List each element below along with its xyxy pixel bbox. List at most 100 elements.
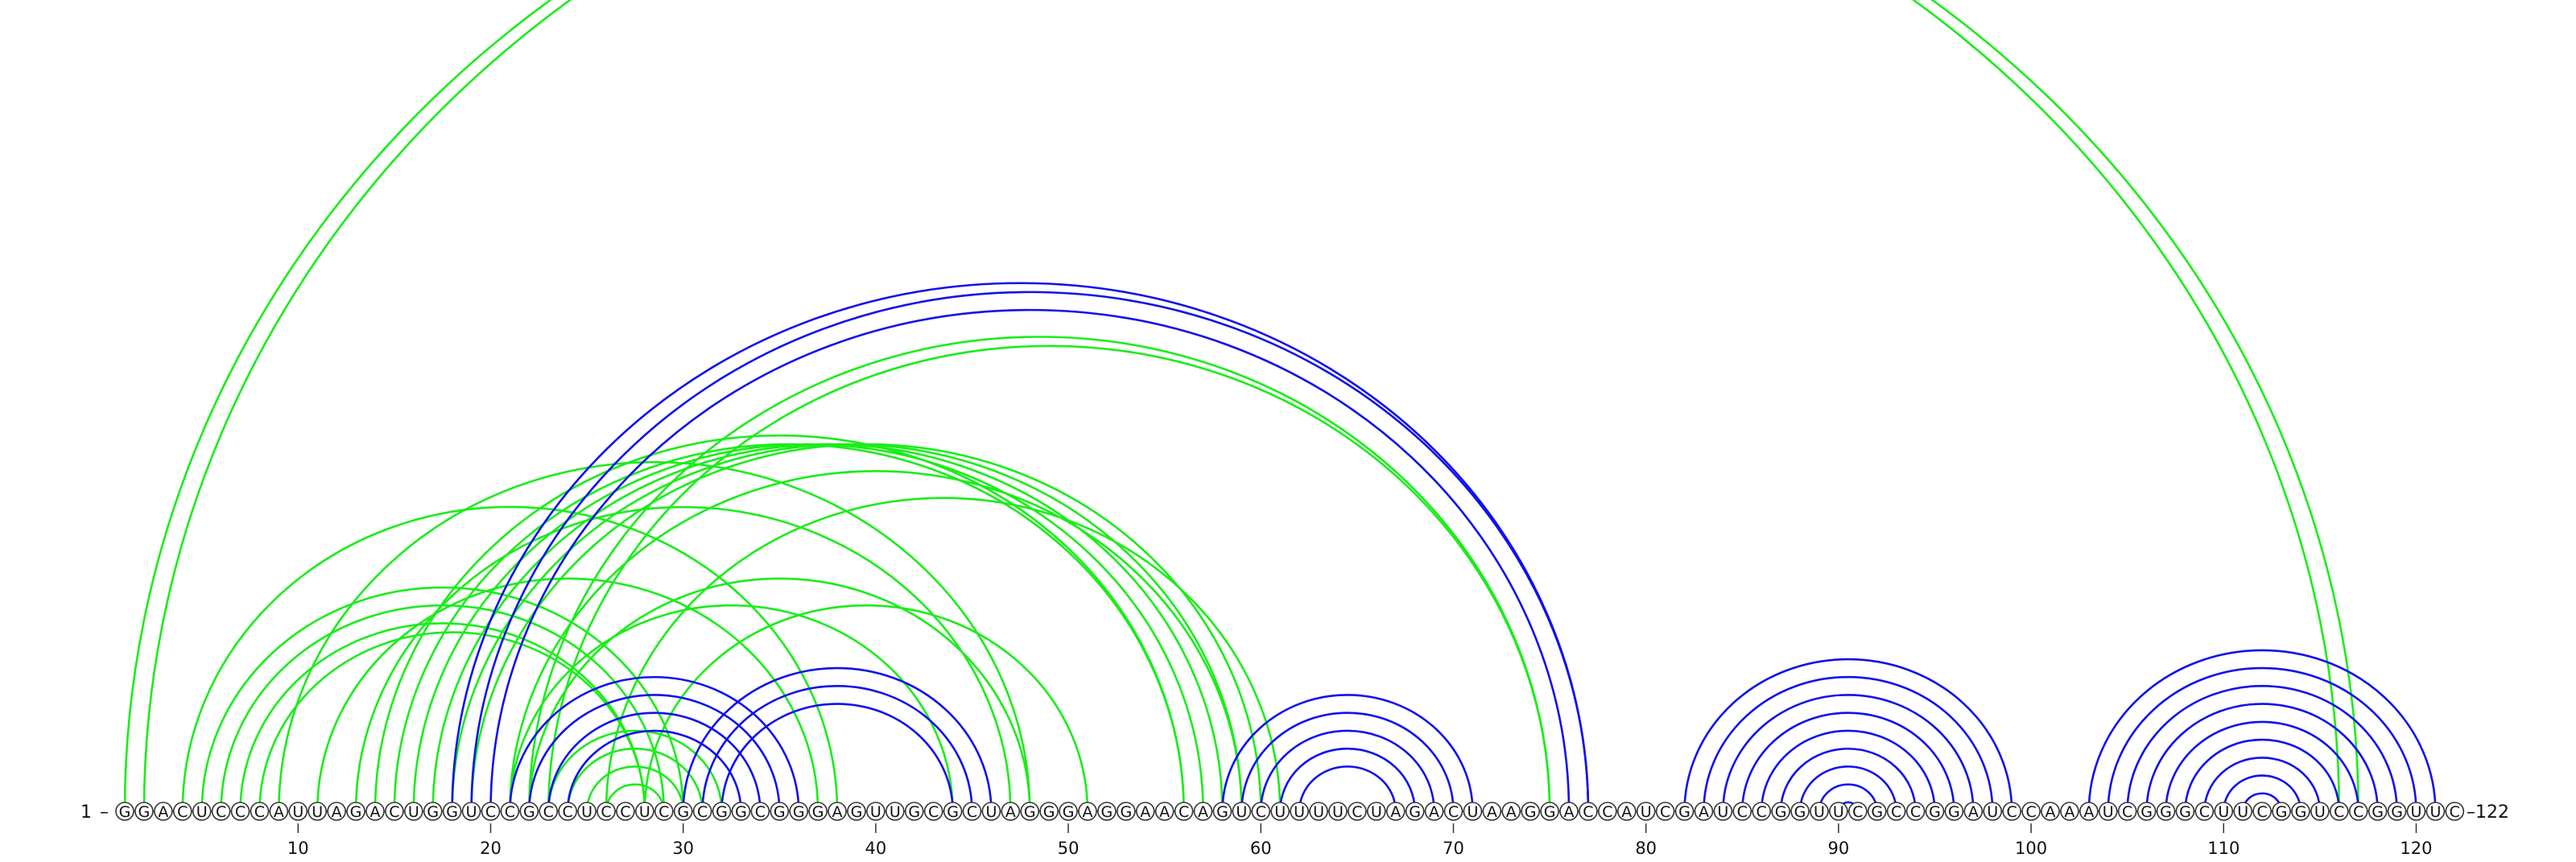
nucleotide-circle	[1983, 802, 2003, 821]
nucleotide-102: A	[2060, 802, 2079, 821]
blue-arc-110-114	[2222, 774, 2302, 812]
nucleotide-16: U	[403, 802, 423, 821]
nucleotide-circle	[250, 802, 270, 821]
nucleotide-circle	[1212, 802, 1232, 821]
nucleotide-letter: C	[563, 803, 573, 821]
nucleotide-119: G	[2387, 802, 2407, 821]
nucleotide-35: G	[770, 802, 790, 821]
nucleotide-circle	[288, 802, 308, 821]
nucleotide-circle	[1944, 802, 1964, 821]
nucleotide-103: A	[2079, 802, 2099, 821]
nucleotide-letter: G	[812, 803, 824, 821]
nucleotide-circle	[2117, 802, 2137, 821]
nucleotide-letter: U	[1717, 803, 1728, 821]
nucleotide-letter: G	[350, 803, 362, 821]
nucleotide-112: C	[2252, 802, 2272, 821]
nucleotide-50: G	[1059, 802, 1078, 821]
tick-label-110: 110	[2207, 839, 2240, 858]
nucleotide-93: C	[1886, 802, 1906, 821]
nucleotide-38: A	[828, 802, 847, 821]
nucleotide-circle	[1193, 802, 1213, 821]
blue-arc-18-77	[451, 282, 1590, 812]
nucleotide-circle	[1598, 802, 1617, 821]
nucleotide-55: A	[1154, 802, 1174, 821]
nucleotide-letter: C	[235, 803, 246, 821]
nucleotide-7: C	[230, 802, 250, 821]
nucleotide-circle	[461, 802, 481, 821]
nucleotide-circle	[1886, 802, 1906, 821]
blue-arc-20-76	[489, 308, 1571, 812]
nucleotide-45: C	[962, 802, 982, 821]
nucleotide-120: U	[2406, 802, 2426, 821]
nucleotide-letter: U	[312, 803, 323, 821]
end-label-value: 122	[2475, 802, 2509, 823]
nucleotide-circle	[1925, 802, 1945, 821]
nucleotide-circle	[2156, 802, 2176, 821]
nucleotide-22: G	[519, 802, 539, 821]
nucleotide-circle	[154, 802, 173, 821]
nucleotide-circle	[2233, 802, 2252, 821]
nucleotide-circle	[1154, 802, 1174, 821]
blue-arc-61-68	[1278, 747, 1416, 812]
nucleotide-41: U	[886, 802, 905, 821]
nucleotide-circle	[692, 802, 712, 821]
blue-arc-88-93	[1798, 765, 1897, 812]
blue-arc-60-69	[1259, 729, 1435, 812]
nucleotide-75: G	[1540, 802, 1559, 821]
nucleotide-circle	[2136, 802, 2157, 821]
blue-arc-24-33	[566, 729, 742, 812]
nucleotide-91: C	[1848, 802, 1868, 821]
nucleotide-39: G	[847, 802, 866, 821]
nucleotide-letter: A	[832, 803, 843, 821]
start-dash: –	[100, 802, 109, 823]
nucleotide-36: G	[789, 802, 809, 821]
nucleotide-letter: C	[2334, 803, 2344, 821]
nucleotide-circle	[731, 802, 751, 821]
nucleotide-letter: C	[2450, 803, 2460, 821]
tick-label-90: 90	[1828, 839, 1850, 858]
nucleotide-circle	[269, 802, 289, 821]
blue-arc-87-94	[1779, 747, 1917, 812]
nucleotide-circle	[1328, 802, 1348, 821]
nucleotide-64: U	[1328, 802, 1348, 821]
nucleotide-letter: C	[928, 803, 939, 821]
nucleotide-circle	[2079, 802, 2099, 821]
nucleotide-circle	[2021, 802, 2041, 821]
green-arc-8-28	[258, 631, 646, 812]
nucleotide-65: C	[1348, 802, 1367, 821]
nucleotide-1: G	[115, 802, 134, 821]
nucleotide-circle	[1348, 802, 1367, 821]
nucleotide-letter: A	[1083, 803, 1093, 821]
nucleotide-letter: C	[485, 803, 496, 821]
nucleotide-letter: C	[543, 803, 554, 821]
nucleotide-24: C	[558, 802, 577, 821]
nucleotide-letter: C	[177, 803, 188, 821]
nucleotide-61: U	[1270, 802, 1290, 821]
nucleotide-circle	[1616, 802, 1637, 821]
green-arc-7-28	[239, 622, 646, 812]
nucleotide-circle	[1039, 802, 1059, 821]
nucleotide-70: C	[1443, 802, 1463, 821]
nucleotide-letter: G	[2140, 803, 2153, 821]
nucleotide-circle	[2002, 802, 2021, 821]
nucleotide-letter: U	[466, 803, 477, 821]
nucleotide-6: C	[211, 802, 231, 821]
nucleotide-circle	[1251, 802, 1271, 821]
nucleotide-circle	[327, 802, 346, 821]
nucleotide-88: G	[1790, 802, 1810, 821]
nucleotide-letter: G	[774, 803, 786, 821]
nucleotide-18: G	[442, 802, 462, 821]
nucleotide-letter: G	[1216, 803, 1228, 821]
nucleotide-34: C	[750, 802, 770, 821]
nucleotide-letter: U	[1371, 803, 1382, 821]
nucleotide-104: U	[2098, 802, 2118, 821]
nucleotide-circle	[1559, 802, 1579, 821]
nucleotide-circle	[1655, 802, 1675, 821]
nucleotide-95: G	[1925, 802, 1945, 821]
nucleotide-85: C	[1732, 802, 1752, 821]
green-arc-23-75	[547, 344, 1551, 812]
nucleotide-letter: A	[1487, 803, 1497, 821]
nucleotide-circle	[481, 802, 501, 821]
nucleotide-86: C	[1752, 802, 1771, 821]
nucleotide-circle	[346, 802, 365, 821]
